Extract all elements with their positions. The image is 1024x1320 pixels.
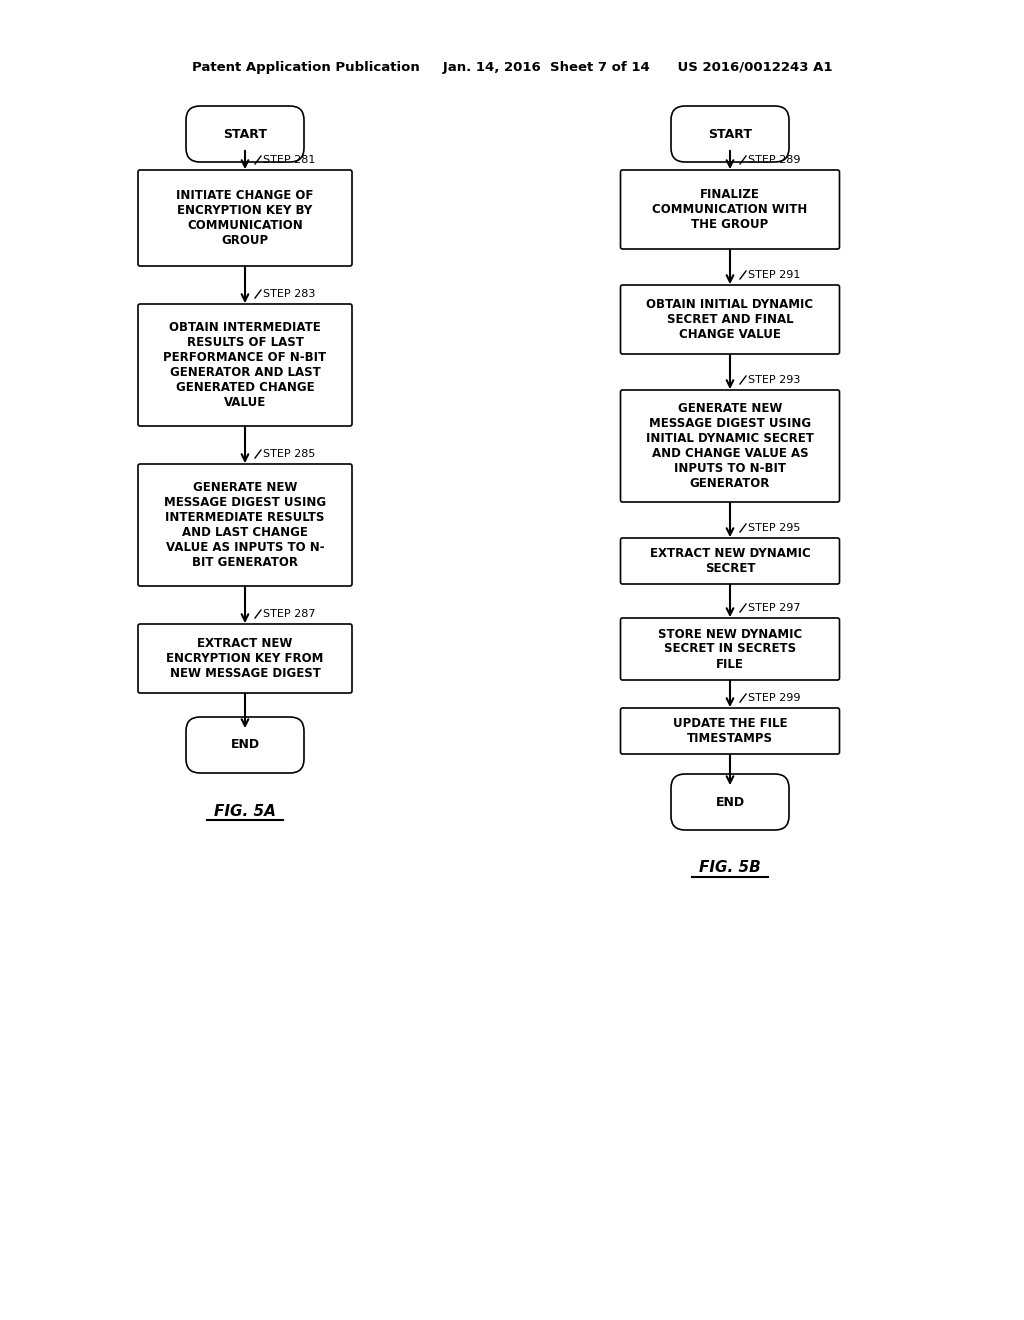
FancyBboxPatch shape — [621, 708, 840, 754]
Text: STEP 291: STEP 291 — [748, 271, 801, 280]
Text: END: END — [230, 738, 259, 751]
Text: STEP 285: STEP 285 — [263, 449, 315, 459]
Text: EXTRACT NEW DYNAMIC
SECRET: EXTRACT NEW DYNAMIC SECRET — [649, 546, 810, 576]
Text: FIG. 5B: FIG. 5B — [699, 861, 761, 875]
Text: STEP 283: STEP 283 — [263, 289, 315, 300]
Text: GENERATE NEW
MESSAGE DIGEST USING
INTERMEDIATE RESULTS
AND LAST CHANGE
VALUE AS : GENERATE NEW MESSAGE DIGEST USING INTERM… — [164, 480, 326, 569]
Text: STEP 299: STEP 299 — [748, 693, 801, 704]
Text: END: END — [716, 796, 744, 808]
FancyBboxPatch shape — [138, 170, 352, 267]
Text: STEP 297: STEP 297 — [748, 603, 801, 612]
Text: STEP 293: STEP 293 — [748, 375, 801, 385]
Text: STEP 281: STEP 281 — [263, 154, 315, 165]
FancyBboxPatch shape — [621, 618, 840, 680]
FancyBboxPatch shape — [138, 465, 352, 586]
Text: START: START — [223, 128, 267, 140]
Text: START: START — [708, 128, 752, 140]
FancyBboxPatch shape — [186, 717, 304, 774]
FancyBboxPatch shape — [621, 539, 840, 583]
Text: FIG. 5A: FIG. 5A — [214, 804, 275, 818]
Text: STEP 295: STEP 295 — [748, 523, 801, 533]
Text: STORE NEW DYNAMIC
SECRET IN SECRETS
FILE: STORE NEW DYNAMIC SECRET IN SECRETS FILE — [657, 627, 802, 671]
FancyBboxPatch shape — [671, 774, 790, 830]
Text: OBTAIN INITIAL DYNAMIC
SECRET AND FINAL
CHANGE VALUE: OBTAIN INITIAL DYNAMIC SECRET AND FINAL … — [646, 298, 813, 341]
FancyBboxPatch shape — [621, 170, 840, 249]
Text: STEP 287: STEP 287 — [263, 609, 315, 619]
Text: FINALIZE
COMMUNICATION WITH
THE GROUP: FINALIZE COMMUNICATION WITH THE GROUP — [652, 187, 808, 231]
Text: INITIATE CHANGE OF
ENCRYPTION KEY BY
COMMUNICATION
GROUP: INITIATE CHANGE OF ENCRYPTION KEY BY COM… — [176, 189, 313, 247]
Text: OBTAIN INTERMEDIATE
RESULTS OF LAST
PERFORMANCE OF N-BIT
GENERATOR AND LAST
GENE: OBTAIN INTERMEDIATE RESULTS OF LAST PERF… — [164, 321, 327, 409]
Text: UPDATE THE FILE
TIMESTAMPS: UPDATE THE FILE TIMESTAMPS — [673, 717, 787, 744]
FancyBboxPatch shape — [138, 304, 352, 426]
Text: Patent Application Publication     Jan. 14, 2016  Sheet 7 of 14      US 2016/001: Patent Application Publication Jan. 14, … — [191, 62, 833, 74]
FancyBboxPatch shape — [671, 106, 790, 162]
FancyBboxPatch shape — [621, 285, 840, 354]
Text: STEP 289: STEP 289 — [748, 154, 801, 165]
FancyBboxPatch shape — [138, 624, 352, 693]
FancyBboxPatch shape — [621, 389, 840, 502]
FancyBboxPatch shape — [186, 106, 304, 162]
Text: EXTRACT NEW
ENCRYPTION KEY FROM
NEW MESSAGE DIGEST: EXTRACT NEW ENCRYPTION KEY FROM NEW MESS… — [166, 638, 324, 680]
Text: GENERATE NEW
MESSAGE DIGEST USING
INITIAL DYNAMIC SECRET
AND CHANGE VALUE AS
INP: GENERATE NEW MESSAGE DIGEST USING INITIA… — [646, 403, 814, 490]
